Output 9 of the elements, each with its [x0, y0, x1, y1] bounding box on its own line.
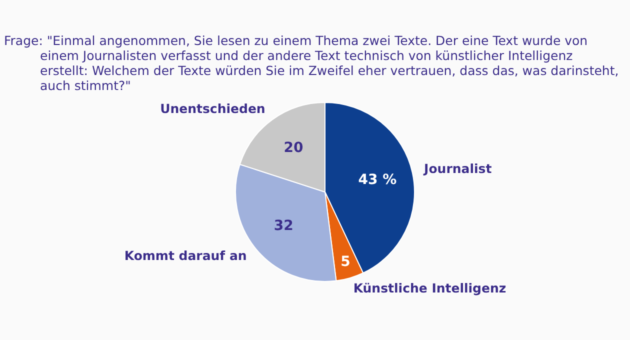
- slice-label: Unentschieden: [160, 101, 266, 116]
- data-label: 20: [284, 140, 304, 156]
- slice-label: Künstliche Intelligenz: [353, 280, 506, 296]
- data-label: 43 %: [358, 172, 397, 188]
- slice-label: Journalist: [423, 161, 492, 176]
- slice-label: Kommt darauf an: [124, 248, 247, 263]
- chart-title: Frage: "Einmal angenommen, Sie lesen zu einem Thema zwei Texte. Der eine Text wurde von einem Journalisten verfasst und der andere Text technisch von künstlicher Intelligenz erstellt: Welchem der Texte würden Sie im Zweifel eher vertrauen, dass das, was darinsteht, auch stimmt?": [4, 33, 620, 93]
- data-label: 32: [274, 218, 294, 234]
- data-label: 5: [340, 254, 350, 270]
